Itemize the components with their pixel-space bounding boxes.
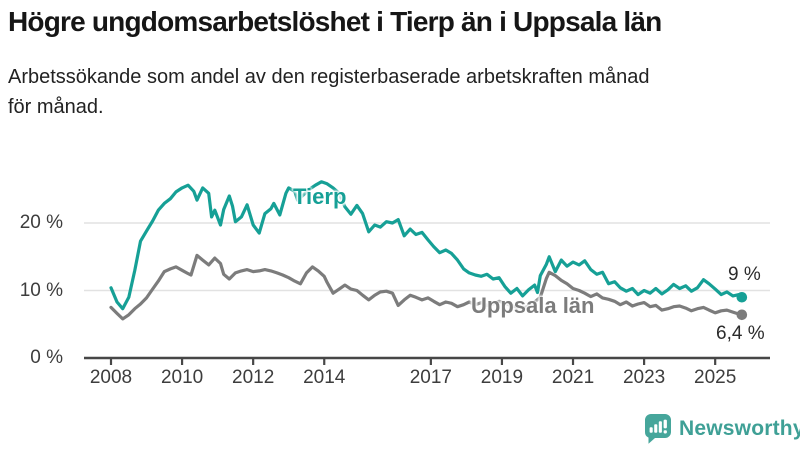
series-label-uppsala: Uppsala län — [471, 293, 595, 318]
x-axis-label: 2008 — [89, 367, 133, 388]
x-axis-label: 2014 — [303, 367, 346, 388]
x-axis-label: 2025 — [694, 367, 737, 388]
chart-subtitle-line-2: för månad. — [8, 96, 104, 118]
x-axis-label: 2023 — [622, 367, 666, 388]
x-axis-label: 2019 — [480, 367, 524, 388]
chart-subtitle-line-1: Arbetssökande som andel av den registerb… — [8, 66, 650, 88]
x-axis-label: 2010 — [160, 367, 204, 388]
y-axis-label: 0 % — [30, 347, 63, 368]
end-value-uppsala: 6,4 % — [716, 323, 765, 344]
series-end-dot-tierp — [736, 291, 748, 303]
x-axis-label: 2012 — [232, 367, 275, 388]
end-value-tierp: 9 % — [728, 264, 761, 285]
y-axis-label: 20 % — [19, 212, 63, 233]
page-title: Högre ungdomsarbetslöshet i Tierp än i U… — [8, 6, 662, 37]
newsworthy-logo-icon — [644, 413, 672, 445]
series-label-tierp: Tierp — [293, 184, 347, 209]
newsworthy-brand-name: Newsworthy — [679, 417, 800, 440]
y-axis-label: 10 % — [19, 279, 63, 301]
x-axis-label: 2017 — [409, 367, 452, 388]
brand-footer: Newsworthy — [644, 413, 800, 445]
x-axis-label: 2021 — [551, 367, 595, 388]
series-line-tierp — [109, 180, 744, 311]
chart-subtitle: Arbetssökande som andel av den registerb… — [8, 62, 792, 122]
series-end-dot-uppsala — [736, 309, 748, 321]
series-line-uppsala — [109, 253, 744, 321]
